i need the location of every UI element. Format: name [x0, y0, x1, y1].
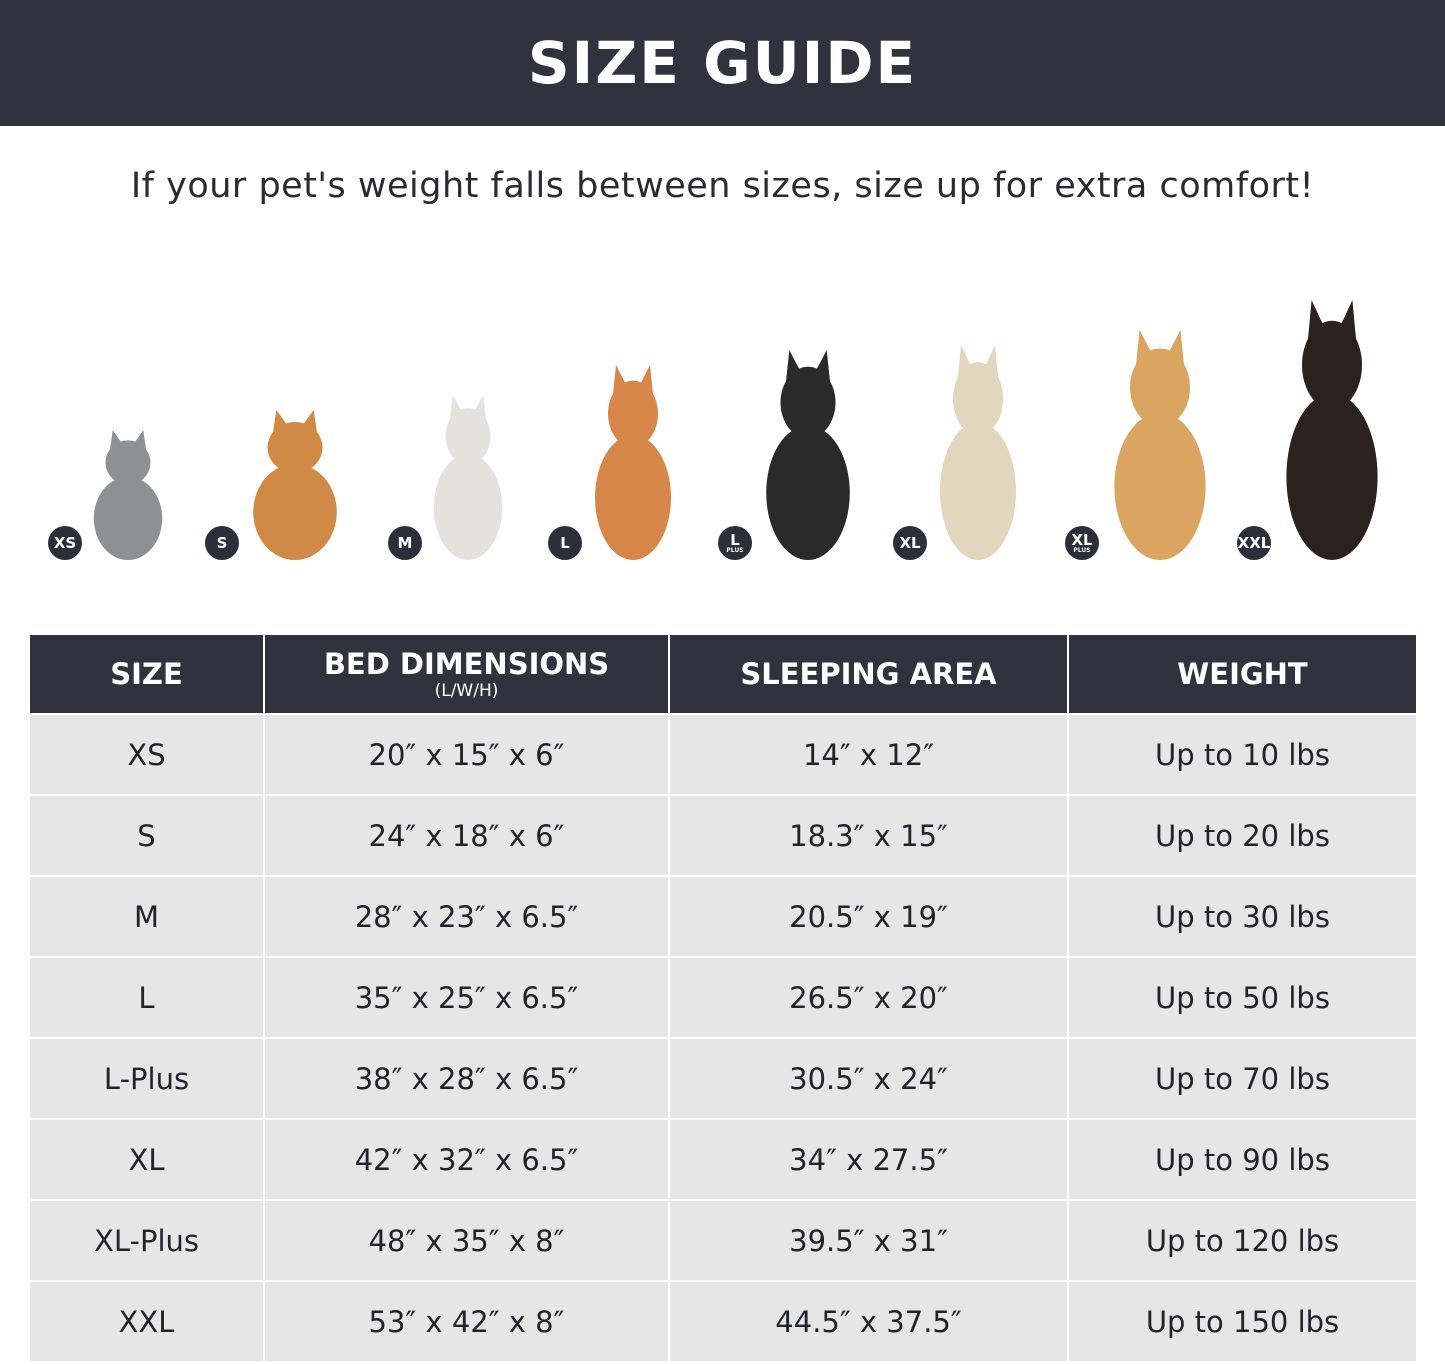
- table-cell: Up to 20 lbs: [1069, 796, 1416, 877]
- table-cell: 18.3″ x 15″: [670, 796, 1069, 877]
- page-title: SIZE GUIDE: [527, 29, 918, 97]
- badge-plus: PLUS: [726, 546, 744, 554]
- size-table: SIZE BED DIMENSIONS (L/W/H) SLEEPING AREA WE…: [30, 635, 1416, 1363]
- header-sublabel: (L/W/H): [434, 681, 499, 701]
- badge-label: L: [730, 530, 740, 549]
- table-cell: XL-Plus: [30, 1201, 265, 1282]
- shiba-inu-image: [595, 365, 671, 560]
- badge-label: L: [560, 533, 570, 552]
- badge-label: XXL: [1237, 533, 1271, 552]
- table-cell: Up to 30 lbs: [1069, 877, 1416, 958]
- table-cell: 53″ x 42″ x 8″: [265, 1282, 670, 1363]
- size-badge: L PLUS: [718, 526, 752, 560]
- doberman-image: [1286, 300, 1378, 560]
- table-cell: 48″ x 35″ x 8″: [265, 1201, 670, 1282]
- table-cell: 34″ x 27.5″: [670, 1120, 1069, 1201]
- header-label: SIZE: [110, 657, 183, 691]
- table-cell: L-Plus: [30, 1039, 265, 1120]
- size-badge: XL PLUS: [1065, 526, 1099, 560]
- subtitle: If your pet's weight falls between sizes…: [130, 166, 1315, 206]
- pet-lineup: XS S M L L PLUS XL XL PLUS XXL: [0, 290, 1445, 570]
- column-header: WEIGHT: [1069, 635, 1416, 715]
- size-badge: XL: [893, 526, 927, 560]
- table-cell: Up to 120 lbs: [1069, 1201, 1416, 1282]
- badge-label: XL: [899, 533, 921, 552]
- cat-image: [93, 430, 163, 560]
- table-cell: Up to 10 lbs: [1069, 715, 1416, 796]
- table-cell: 14″ x 12″: [670, 715, 1069, 796]
- table-cell: 38″ x 28″ x 6.5″: [265, 1039, 670, 1120]
- header-label: BED DIMENSIONS: [323, 647, 610, 681]
- column-header: SIZE: [30, 635, 265, 715]
- table-cell: Up to 90 lbs: [1069, 1120, 1416, 1201]
- badge-label: XL: [1071, 530, 1093, 549]
- table-cell: L: [30, 958, 265, 1039]
- badge-label: XS: [53, 533, 77, 552]
- header-label: SLEEPING AREA: [740, 657, 997, 691]
- badge-plus: PLUS: [1073, 546, 1091, 554]
- pomeranian-image: [253, 410, 337, 560]
- size-badge: XXL: [1237, 526, 1271, 560]
- size-badge: M: [388, 526, 422, 560]
- table-cell: M: [30, 877, 265, 958]
- table-cell: 20.5″ x 19″: [670, 877, 1069, 958]
- badge-label: S: [216, 533, 228, 552]
- table-cell: XL: [30, 1120, 265, 1201]
- french-bulldog-image: [433, 395, 503, 560]
- table-cell: 24″ x 18″ x 6″: [265, 796, 670, 877]
- table-cell: S: [30, 796, 265, 877]
- golden-retriever-image: [1114, 330, 1206, 560]
- table-cell: Up to 50 lbs: [1069, 958, 1416, 1039]
- labrador-image: [940, 345, 1016, 560]
- badge-label: M: [397, 533, 413, 552]
- title-banner: SIZE GUIDE: [0, 0, 1445, 126]
- table-cell: 20″ x 15″ x 6″: [265, 715, 670, 796]
- table-cell: Up to 70 lbs: [1069, 1039, 1416, 1120]
- column-header: SLEEPING AREA: [670, 635, 1069, 715]
- table-cell: 30.5″ x 24″: [670, 1039, 1069, 1120]
- table-cell: 26.5″ x 20″: [670, 958, 1069, 1039]
- column-header: BED DIMENSIONS (L/W/H): [265, 635, 670, 715]
- header-label: WEIGHT: [1177, 657, 1308, 691]
- table-cell: 28″ x 23″ x 6.5″: [265, 877, 670, 958]
- table-cell: 42″ x 32″ x 6.5″: [265, 1120, 670, 1201]
- table-cell: Up to 150 lbs: [1069, 1282, 1416, 1363]
- table-cell: XXL: [30, 1282, 265, 1363]
- table-cell: 44.5″ x 37.5″: [670, 1282, 1069, 1363]
- size-badge: XS: [48, 526, 82, 560]
- table-cell: 35″ x 25″ x 6.5″: [265, 958, 670, 1039]
- table-cell: 39.5″ x 31″: [670, 1201, 1069, 1282]
- size-badge: L: [548, 526, 582, 560]
- size-badge: S: [205, 526, 239, 560]
- border-collie-image: [766, 350, 850, 560]
- table-cell: XS: [30, 715, 265, 796]
